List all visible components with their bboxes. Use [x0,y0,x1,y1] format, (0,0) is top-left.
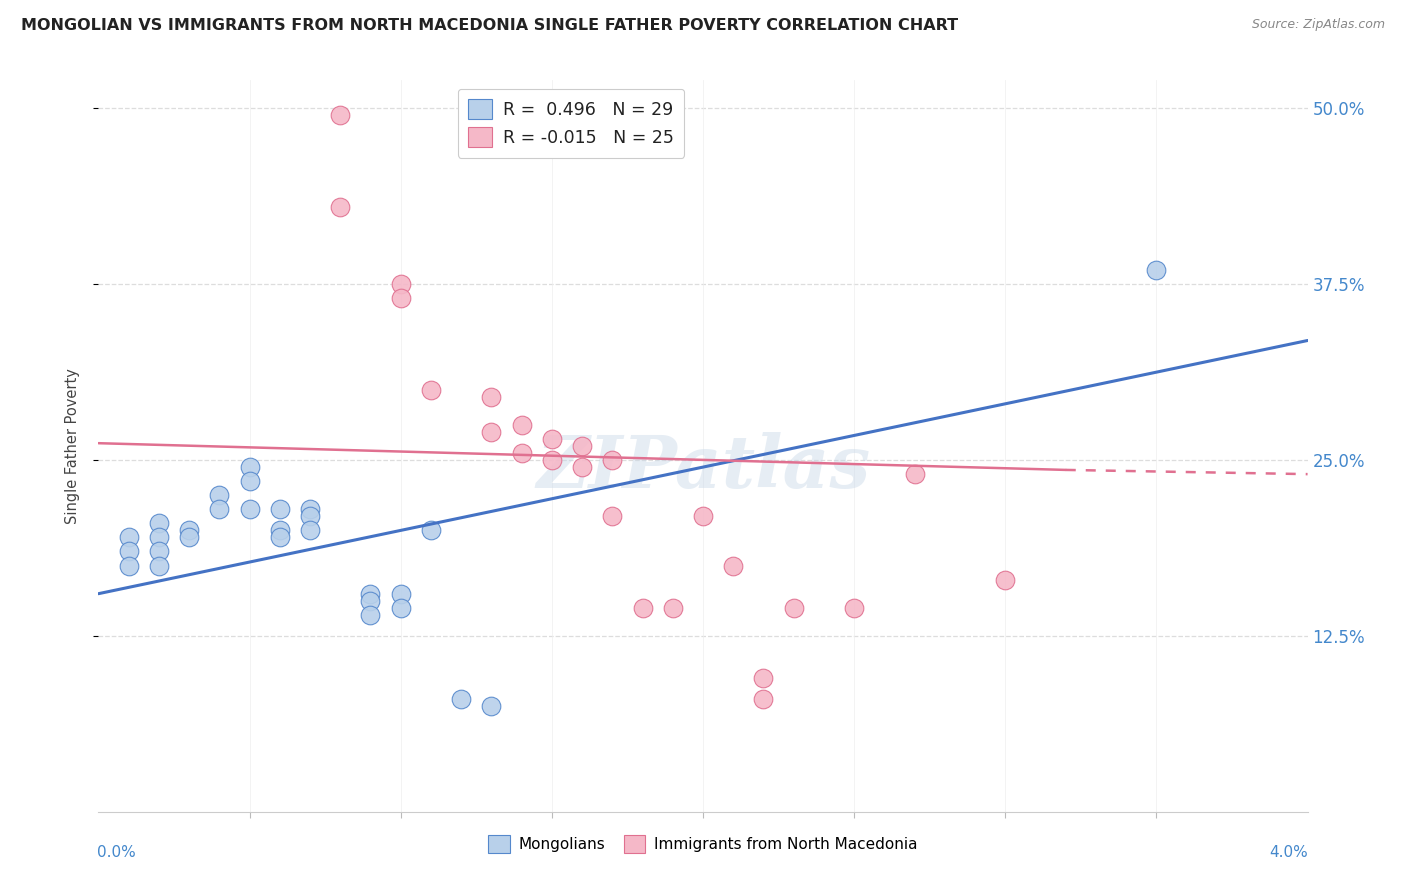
Point [148,530,170,544]
Point [360,607,382,622]
Point [481,699,503,714]
Point [389,587,412,601]
Legend: Mongolians, Immigrants from North Macedonia: Mongolians, Immigrants from North Macedo… [482,829,924,859]
Point [269,524,291,538]
Point [179,524,201,538]
Point [269,502,291,516]
Point [510,417,533,432]
Point [723,558,745,573]
Point [239,502,262,516]
Point [208,502,231,516]
Point [389,277,412,292]
Point [602,509,624,524]
Point [510,446,533,460]
Point [481,425,503,439]
Point [783,600,806,615]
Point [148,558,170,573]
Point [360,593,382,607]
Point [541,432,564,446]
Point [571,460,593,475]
Point [299,502,322,516]
Text: MONGOLIAN VS IMMIGRANTS FROM NORTH MACEDONIA SINGLE FATHER POVERTY CORRELATION C: MONGOLIAN VS IMMIGRANTS FROM NORTH MACED… [21,18,959,33]
Point [631,600,654,615]
Text: 4.0%: 4.0% [1268,845,1308,860]
Point [541,453,564,467]
Point [481,390,503,404]
Point [329,108,352,122]
Point [208,488,231,502]
Point [662,600,685,615]
Point [450,692,472,706]
Point [1146,263,1168,277]
Point [420,524,443,538]
Point [602,453,624,467]
Point [299,509,322,524]
Point [299,524,322,538]
Point [692,509,714,524]
Point [179,530,201,544]
Point [904,467,927,482]
Point [118,544,141,558]
Point [420,383,443,397]
Text: ZIPatlas: ZIPatlas [536,433,870,503]
Text: 0.0%: 0.0% [97,845,136,860]
Y-axis label: Single Father Poverty: Single Father Poverty [65,368,80,524]
Point [752,692,775,706]
Point [148,516,170,531]
Point [389,600,412,615]
Point [118,530,141,544]
Point [239,460,262,475]
Point [844,600,866,615]
Point [571,439,593,453]
Point [329,200,352,214]
Point [752,671,775,685]
Point [360,587,382,601]
Point [148,544,170,558]
Point [389,291,412,305]
Point [269,530,291,544]
Point [239,474,262,488]
Text: Source: ZipAtlas.com: Source: ZipAtlas.com [1251,18,1385,31]
Point [118,558,141,573]
Point [994,573,1017,587]
